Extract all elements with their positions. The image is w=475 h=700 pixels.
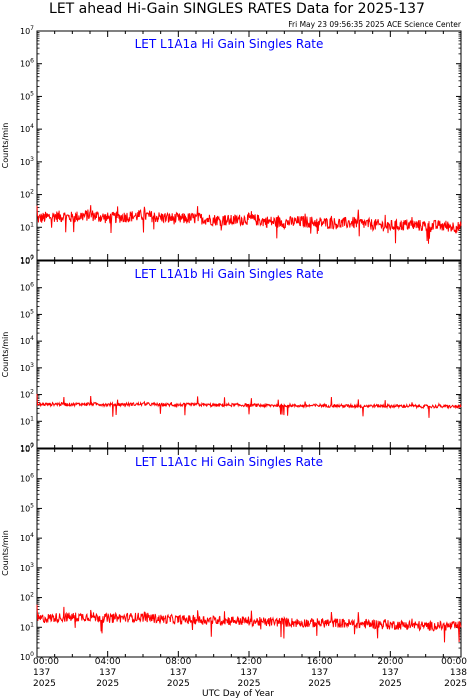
panel-3: LET L1A1c Hi Gain Singles Rate Counts/min… (1, 443, 462, 662)
x-tick-label: 2025 (238, 679, 261, 689)
y-tick-label: 103 (20, 156, 34, 167)
y-tick-label: 104 (20, 123, 34, 134)
panel-title: LET L1A1b Hi Gain Singles Rate (134, 267, 323, 281)
y-axis-label: Counts/min (1, 123, 10, 169)
y-tick-label: 101 (20, 621, 34, 632)
panel-2: LET L1A1b Hi Gain Singles Rate Counts/min… (1, 255, 462, 453)
plot-frame (36, 260, 462, 449)
y-tick-label: 100 (20, 651, 34, 662)
series-line (36, 393, 462, 418)
y-tick-label: 101 (20, 221, 34, 232)
x-tick-label: 137 (170, 668, 187, 678)
x-tick-label: 20:00 (377, 657, 403, 667)
x-tick-label: 2025 (379, 679, 402, 689)
series-line (36, 604, 462, 643)
x-tick-label: 137 (33, 668, 50, 678)
panels: LET L1A1a Hi Gain Singles Rate Counts/min… (1, 25, 467, 689)
y-tick-label: 103 (20, 562, 34, 573)
x-tick-label: 137 (311, 668, 328, 678)
y-tick-label: 107 (20, 443, 34, 454)
y-tick-label: 105 (20, 308, 34, 319)
y-tick-label: 105 (20, 502, 34, 513)
plot-frame (36, 30, 462, 261)
figure-title: LET ahead Hi-Gain SINGLES RATES Data for… (49, 1, 425, 17)
y-tick-label: 107 (20, 25, 34, 36)
panel-title: LET L1A1a Hi Gain Singles Rate (135, 37, 324, 51)
y-tick-label: 102 (20, 389, 34, 400)
x-tick-label: 2025 (167, 679, 190, 689)
y-tick-label: 106 (20, 282, 34, 293)
y-tick-label: 104 (20, 532, 34, 543)
x-tick-label: 2025 (308, 679, 331, 689)
x-tick-label: 2025 (96, 679, 119, 689)
x-tick-label: 138 (450, 668, 467, 678)
y-tick-label: 100 (20, 254, 34, 265)
y-axis-label: Counts/min (1, 530, 10, 576)
x-tick-label: 00:00 (33, 657, 59, 667)
x-tick-label: 00:00 (441, 657, 467, 667)
y-tick-label: 103 (20, 362, 34, 373)
x-tick-label: 04:00 (95, 657, 121, 667)
y-tick-label: 106 (20, 473, 34, 484)
x-tick-label: 137 (240, 668, 257, 678)
x-tick-label: 16:00 (307, 657, 333, 667)
x-tick-label: 2025 (444, 679, 467, 689)
x-axis-label: UTC Day of Year (202, 689, 274, 699)
timestamp: Fri May 23 09:56:35 2025 ACE Science Cen… (288, 20, 462, 29)
x-tick-label: 137 (382, 668, 399, 678)
panel-1: LET L1A1a Hi Gain Singles Rate Counts/min… (1, 25, 462, 265)
y-tick-label: 102 (20, 592, 34, 603)
y-tick-label: 102 (20, 189, 34, 200)
y-tick-label: 101 (20, 415, 34, 426)
y-tick-label: 106 (20, 58, 34, 69)
y-tick-label: 104 (20, 335, 34, 346)
panel-title: LET L1A1c Hi Gain Singles Rate (135, 455, 323, 469)
x-tick-label: 137 (99, 668, 116, 678)
x-tick-label: 2025 (33, 679, 56, 689)
y-tick-label: 107 (20, 255, 34, 266)
x-tick-label: 12:00 (236, 657, 262, 667)
y-tick-label: 100 (20, 442, 34, 453)
series-line (36, 205, 462, 244)
x-tick-labels: 00:00137202504:00137202508:00137202512:0… (33, 657, 467, 689)
y-axis-label: Counts/min (1, 332, 10, 378)
x-tick-label: 08:00 (165, 657, 191, 667)
y-tick-label: 105 (20, 90, 34, 101)
